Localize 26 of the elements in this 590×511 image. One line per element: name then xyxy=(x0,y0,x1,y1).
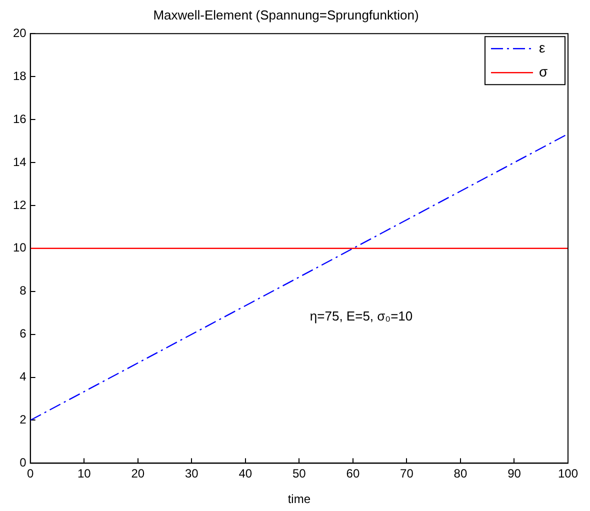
y-tick-label: 10 xyxy=(12,240,27,255)
chart-title: Maxwell-Element (Spannung=Sprungfunktion) xyxy=(153,7,419,22)
y-tick-label: 18 xyxy=(12,68,27,83)
x-tick-label: 60 xyxy=(346,466,360,481)
y-tick-label: 14 xyxy=(12,154,27,169)
x-tick-label: 80 xyxy=(454,466,468,481)
y-tick-label: 4 xyxy=(20,370,27,384)
y-tick-label: 6 xyxy=(20,326,27,341)
x-tick-label: 10 xyxy=(77,466,92,481)
y-tick-label: 16 xyxy=(12,112,27,126)
annotation: η=75, E=5, σ₀=10 xyxy=(310,308,413,324)
x-tick-label: 20 xyxy=(131,466,145,481)
x-tick-label: 70 xyxy=(400,466,414,481)
y-tick-label: 8 xyxy=(20,284,27,298)
y-tick-label: 12 xyxy=(12,198,27,212)
y-tick-label: 20 xyxy=(12,26,27,40)
x-tick-label: 40 xyxy=(238,466,252,481)
x-tick-label: 90 xyxy=(508,466,522,481)
y-tick-label: 0 xyxy=(20,456,27,470)
legend-label: ε xyxy=(539,39,546,56)
legend-label: σ xyxy=(539,63,548,80)
x-tick-label: 100 xyxy=(558,466,578,481)
x-tick-label: 30 xyxy=(184,466,199,481)
x-axis-title: time xyxy=(288,492,311,506)
y-tick-label: 2 xyxy=(20,412,27,427)
x-tick-label: 50 xyxy=(292,466,306,481)
